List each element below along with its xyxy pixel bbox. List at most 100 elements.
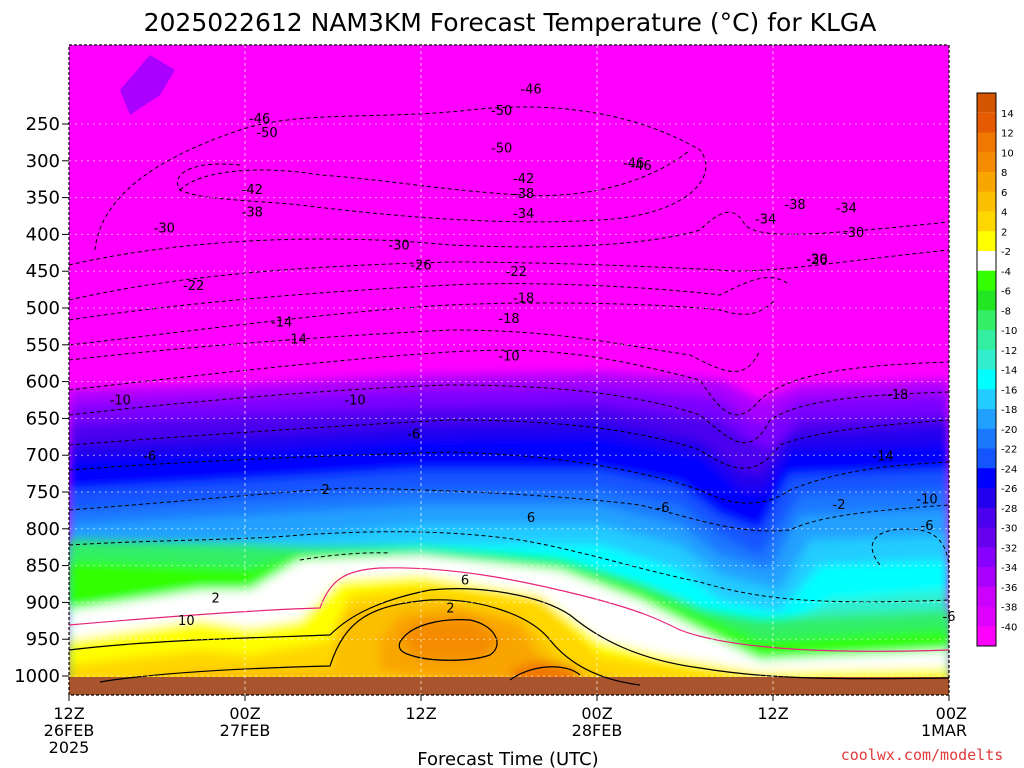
- contour-label: -50: [256, 126, 277, 141]
- colorbar-swatch: [977, 310, 996, 331]
- colorbar-swatch: [977, 389, 996, 410]
- contour-label: -46: [520, 82, 541, 97]
- contour-label: -30: [806, 252, 827, 267]
- y-tick-label: 950: [26, 629, 60, 650]
- colorbar-label: -22: [1001, 445, 1017, 456]
- colorbar-swatch: [977, 152, 996, 173]
- contour-label: -30: [388, 238, 409, 253]
- colorbar-swatch: [977, 211, 996, 232]
- isotherm-minus46-lower: [69, 211, 949, 266]
- contour-label: -50: [491, 141, 512, 156]
- colorbar-label: -30: [1001, 524, 1017, 535]
- colorbar-label: 6: [1001, 188, 1007, 199]
- colorbar-label: -34: [1001, 563, 1017, 574]
- contour-label: -42: [242, 183, 263, 198]
- isotherm-minus10: [69, 487, 949, 532]
- surface-ground: [69, 677, 949, 695]
- contour-label: 2: [446, 601, 454, 616]
- colorbar-swatch: [977, 547, 996, 568]
- y-tick-label: 300: [26, 151, 60, 172]
- cold-pocket-upper: [120, 55, 175, 115]
- x-tick-label: 00Z: [936, 704, 967, 723]
- contour-label: -34: [755, 213, 776, 228]
- y-tick-label: 700: [26, 445, 60, 466]
- contour-label: -18: [513, 291, 534, 306]
- colorbar-label: -36: [1001, 583, 1017, 594]
- colorbar-label: -2: [1001, 247, 1011, 258]
- isotherm-10: [398, 619, 498, 661]
- colorbar-swatch: [977, 231, 996, 252]
- contour-label: -38: [784, 198, 805, 213]
- contour-label: 6: [461, 573, 469, 588]
- y-tick-label: 900: [26, 592, 60, 613]
- x-tick-label: 00Z: [581, 704, 612, 723]
- colorbar-swatch: [977, 527, 996, 548]
- contour-label: -46: [623, 157, 644, 172]
- colorbar-swatch: [977, 586, 996, 607]
- x-tick-label: 27FEB: [220, 721, 271, 740]
- contour-label: -6: [657, 501, 670, 516]
- colorbar-label: -26: [1001, 484, 1017, 495]
- colorbar-label: 14: [1001, 109, 1014, 120]
- pressure-axis: 250 300 350 400 450 500 550 600 650 700 750 800 850 9…: [14, 114, 69, 687]
- colorbar-swatch: [977, 468, 996, 489]
- y-tick-label: 550: [26, 335, 60, 356]
- colorbar-label: -32: [1001, 543, 1017, 554]
- colorbar-label: -14: [1001, 366, 1017, 377]
- solid-isotherms: [69, 588, 949, 686]
- colorbar-label: -6: [1001, 287, 1011, 298]
- contour-label: -30: [843, 226, 864, 241]
- y-tick-label: 350: [26, 188, 60, 209]
- y-tick-label: 600: [26, 372, 60, 393]
- isotherm-minus2: [299, 552, 391, 561]
- contour-label: -34: [836, 202, 857, 217]
- contour-label: -10: [916, 492, 937, 507]
- contour-label: 2: [322, 483, 330, 498]
- colorbar-swatch: [977, 270, 996, 291]
- isotherm-minus14: [69, 451, 949, 504]
- contour-label: -10: [344, 394, 365, 409]
- colorbar-swatch: [977, 93, 996, 113]
- contour-label: -18: [498, 312, 519, 327]
- contour-label: -2: [833, 498, 846, 513]
- colorbar-swatch: [977, 251, 996, 272]
- band-10: [400, 618, 500, 660]
- colorbar-label: -10: [1001, 326, 1017, 337]
- y-tick-label: 650: [26, 408, 60, 429]
- contour-label: -14: [271, 316, 292, 331]
- chart-title: 2025022612 NAM3KM Forecast Temperature (…: [144, 8, 877, 37]
- colorbar-label: 10: [1001, 148, 1014, 159]
- isotherm-2: [69, 588, 949, 680]
- isotherm-minus18: [69, 419, 949, 469]
- colorbar-label: -18: [1001, 405, 1017, 416]
- contour-label: -26: [410, 258, 431, 273]
- colorbar-label: 12: [1001, 129, 1014, 140]
- contour-label: -14: [872, 450, 893, 465]
- colorbar-swatch: [977, 567, 996, 588]
- colorbar-label: 8: [1001, 168, 1007, 179]
- colorbar-swatch: [977, 290, 996, 311]
- colorbar-swatch: [977, 626, 996, 647]
- colorbar-swatch: [977, 507, 996, 528]
- contour-label: -22: [183, 279, 204, 294]
- colorbar-label: -40: [1001, 622, 1017, 633]
- colorbar-label: -12: [1001, 346, 1017, 357]
- isotherm-minus38: [69, 277, 791, 321]
- x-tick-label: 12Z: [757, 704, 788, 723]
- x-tick-label: 12Z: [53, 704, 84, 723]
- isotherm-minus50: [179, 149, 691, 197]
- contour-label: -6: [143, 450, 156, 465]
- colorbar-label: -8: [1001, 306, 1011, 317]
- isotherm-minus46-loop: [94, 106, 707, 251]
- colorbar-swatch: [977, 606, 996, 627]
- colorbar-frame: [976, 92, 997, 647]
- y-tick-label: 750: [26, 482, 60, 503]
- isotherm-6: [99, 599, 641, 686]
- x-tick-label: 2025: [49, 738, 90, 757]
- contour-label: -10: [498, 350, 519, 365]
- x-tick-label: 26FEB: [44, 721, 95, 740]
- contour-label: -38: [242, 205, 263, 220]
- y-tick-label: 250: [26, 114, 60, 135]
